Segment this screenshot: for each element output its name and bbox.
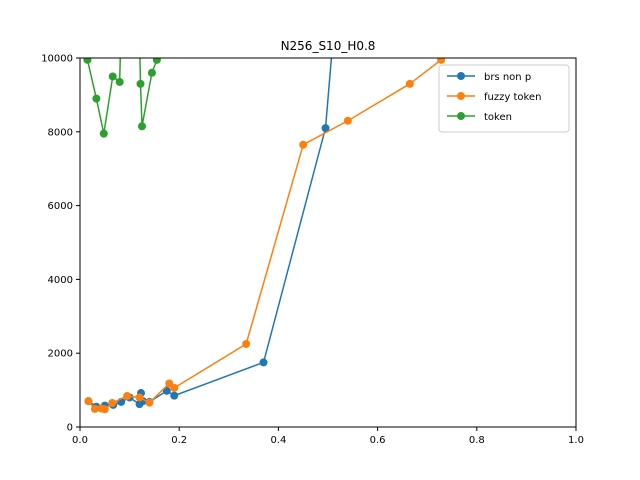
data-point-0-12 — [259, 358, 268, 367]
data-point-2-0 — [83, 58, 92, 64]
data-point-1-14 — [437, 58, 446, 64]
plot-frame — [79, 57, 577, 428]
x-tick-label-5: 1.0 — [568, 435, 584, 446]
legend-marker-1 — [457, 92, 465, 100]
series-line-1 — [87, 58, 443, 411]
data-point-1-9 — [170, 383, 179, 392]
data-point-0-10 — [162, 386, 171, 395]
x-tick-label-1: 0.2 — [171, 435, 187, 446]
x-tick-label-0: 0.0 — [72, 435, 88, 446]
series-layer — [83, 36, 451, 414]
data-point-2-10 — [152, 58, 161, 64]
data-point-1-15 — [443, 43, 451, 51]
data-point-1-10 — [242, 339, 251, 348]
data-point-2-9 — [147, 68, 156, 77]
axes-layer: 0.0 0.2 0.4 0.6 0.8 1.0 0 2000 4000 6000 8000 10000 — [41, 54, 584, 447]
data-point-1-1 — [90, 404, 99, 413]
data-point-1-0 — [84, 397, 93, 406]
data-point-1-12 — [343, 116, 352, 125]
legend-marker-0 — [457, 72, 465, 80]
y-tick-label-1: 2000 — [48, 349, 73, 360]
x-tick-label-4: 0.8 — [469, 435, 485, 446]
y-tick-label-5: 10000 — [41, 54, 73, 65]
data-point-2-7 — [136, 79, 145, 88]
data-point-2-2 — [99, 129, 108, 138]
data-point-1-6 — [135, 393, 144, 402]
y-tick-label-3: 6000 — [48, 201, 73, 212]
chart-title: N256_S10_H0.8 — [281, 39, 376, 53]
data-point-1-11 — [299, 140, 308, 149]
y-tick-label-0: 0 — [67, 423, 73, 434]
data-point-2-11 — [157, 58, 161, 59]
data-point-0-13 — [321, 124, 330, 133]
data-point-1-13 — [405, 79, 414, 88]
data-point-2-1 — [92, 94, 101, 103]
data-point-1-7 — [145, 398, 154, 407]
x-tick-label-2: 0.4 — [270, 435, 286, 446]
data-point-1-5 — [123, 392, 132, 400]
x-tick-label-3: 0.6 — [370, 435, 386, 446]
data-point-1-3 — [100, 405, 109, 414]
y-tick-label-4: 8000 — [48, 127, 73, 138]
data-point-2-8 — [138, 122, 146, 131]
legend: brs non p fuzzy token token — [438, 64, 570, 133]
legend-marker-2 — [457, 112, 465, 120]
data-point-2-5 — [117, 36, 125, 44]
data-point-2-3 — [108, 72, 117, 81]
legend-label-1: fuzzy token — [484, 92, 541, 103]
series-line-2 — [86, 58, 159, 135]
series-line-0 — [88, 58, 333, 408]
data-point-2-6 — [136, 36, 144, 44]
legend-label-0: brs non p — [484, 72, 531, 83]
data-point-1-4 — [108, 399, 117, 408]
data-point-2-4 — [115, 77, 124, 86]
legend-label-2: token — [484, 112, 512, 123]
data-point-0-11 — [170, 391, 179, 400]
y-tick-label-2: 4000 — [48, 275, 73, 286]
